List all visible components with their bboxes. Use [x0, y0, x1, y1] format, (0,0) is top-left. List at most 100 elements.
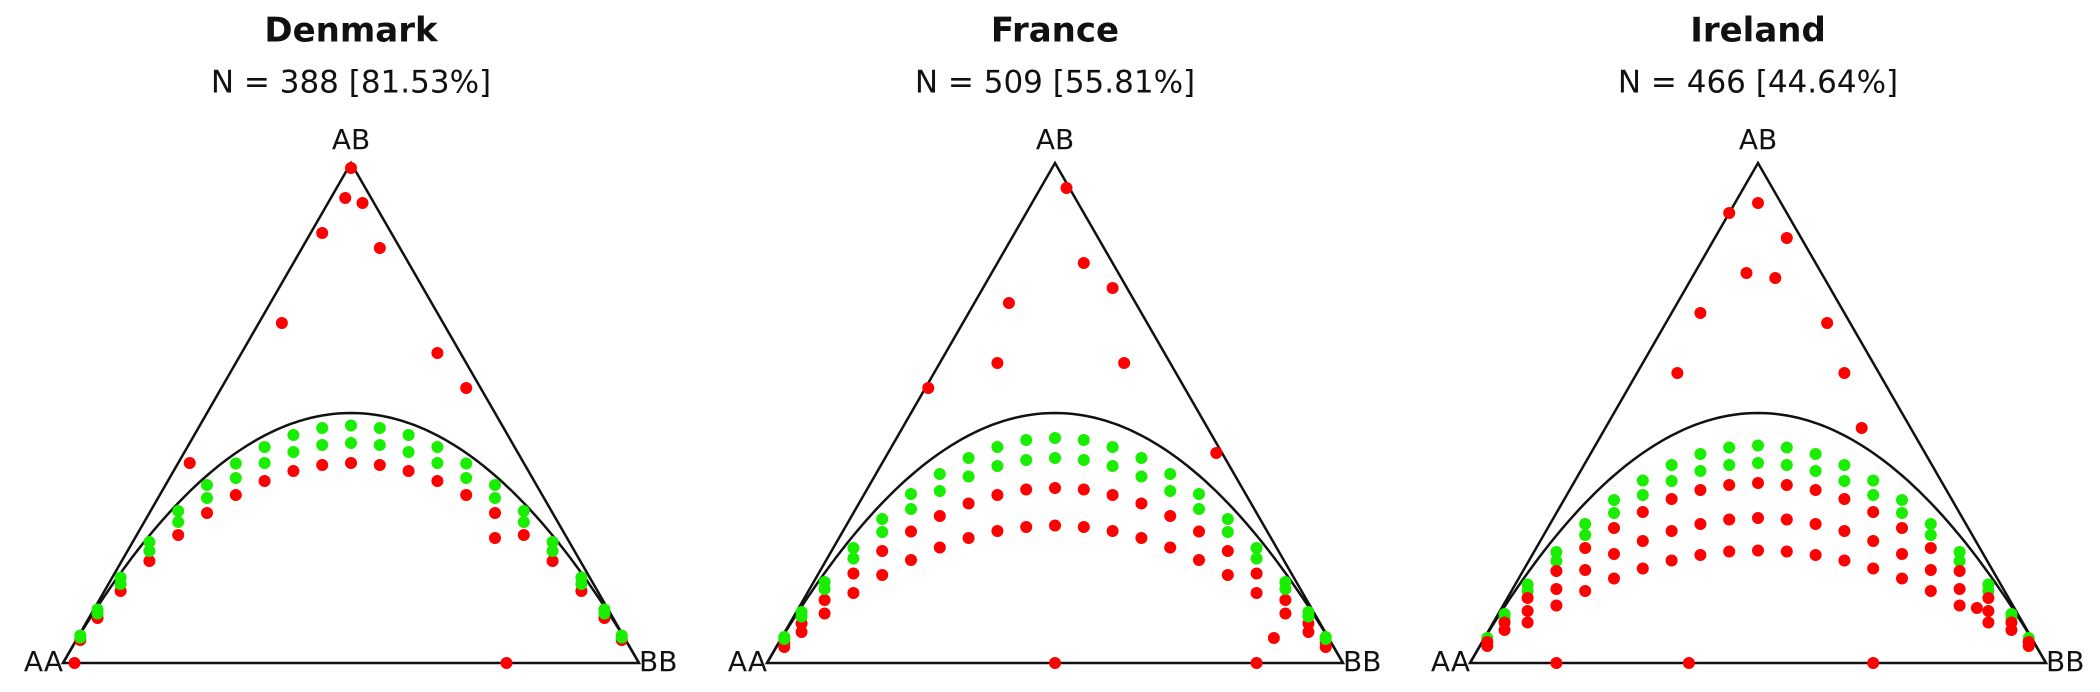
point	[517, 516, 530, 528]
point	[402, 446, 415, 458]
panel-title: Denmark	[264, 11, 439, 51]
point	[143, 555, 156, 567]
point	[287, 465, 300, 477]
point	[460, 472, 473, 484]
point	[847, 587, 860, 599]
point	[275, 317, 288, 329]
point	[1665, 554, 1678, 567]
point	[991, 489, 1004, 501]
point	[905, 503, 917, 515]
point	[229, 457, 242, 470]
point	[1636, 535, 1649, 547]
point	[1279, 594, 1292, 606]
point	[991, 441, 1004, 453]
point	[373, 422, 386, 434]
point	[1164, 468, 1177, 480]
point	[795, 626, 808, 638]
point	[1579, 585, 1592, 597]
point	[1020, 434, 1033, 446]
point	[1020, 483, 1033, 496]
point	[1279, 607, 1292, 620]
point	[1924, 542, 1937, 554]
point	[1106, 460, 1119, 472]
hwe-curve	[765, 411, 1345, 664]
hwe-curve	[61, 411, 641, 664]
point	[1740, 267, 1753, 279]
point	[778, 633, 791, 645]
point	[1809, 448, 1822, 460]
point	[1970, 602, 1983, 614]
point	[316, 422, 329, 434]
panel-title: Ireland	[1690, 11, 1826, 51]
point	[1694, 549, 1707, 561]
point	[201, 492, 213, 504]
point	[1250, 567, 1263, 580]
point	[1665, 525, 1678, 537]
point	[1550, 599, 1563, 612]
point	[517, 529, 530, 541]
point	[991, 357, 1004, 369]
point	[1049, 482, 1061, 494]
point	[1106, 525, 1119, 537]
point	[575, 578, 588, 590]
point	[1809, 465, 1822, 477]
point	[1135, 470, 1148, 483]
point	[922, 382, 935, 394]
panel-subtitle: N = 509 [55.81%]	[915, 65, 1195, 101]
point	[1752, 512, 1764, 524]
point	[991, 460, 1004, 472]
point	[1723, 513, 1736, 526]
point	[818, 607, 831, 620]
point	[962, 532, 975, 544]
point	[373, 439, 386, 451]
point	[1164, 510, 1177, 522]
ternary-panel: France N = 509 [55.81%] AA AB BB	[728, 11, 1382, 679]
point	[1838, 475, 1851, 487]
point	[1723, 441, 1736, 454]
point	[402, 429, 415, 441]
point	[287, 429, 300, 441]
point	[1550, 565, 1563, 577]
point	[1135, 452, 1148, 464]
point	[1579, 529, 1592, 541]
point	[1896, 522, 1908, 534]
point	[1193, 525, 1205, 538]
point	[876, 526, 889, 538]
point	[1221, 526, 1234, 538]
point	[1924, 518, 1937, 530]
point	[1193, 554, 1205, 566]
ternary-panel: Denmark N = 388 [81.53%] AA AB BB	[24, 11, 678, 679]
point	[74, 631, 87, 644]
point	[91, 607, 104, 620]
point	[598, 607, 611, 620]
point	[1210, 447, 1223, 459]
point	[1838, 459, 1851, 471]
point	[1550, 546, 1563, 558]
panel-subtitle: N = 388 [81.53%]	[211, 65, 491, 101]
point	[1924, 529, 1937, 541]
point	[373, 459, 386, 471]
point	[172, 529, 185, 541]
point	[1723, 545, 1736, 558]
point	[1608, 507, 1620, 519]
point	[1106, 282, 1119, 294]
panel-title: France	[991, 11, 1119, 51]
point	[1636, 506, 1649, 518]
point	[1521, 592, 1534, 604]
point	[1723, 459, 1736, 471]
point	[1221, 545, 1234, 557]
point	[2005, 624, 2018, 636]
point	[1250, 657, 1263, 669]
point	[1838, 525, 1851, 537]
point	[1118, 357, 1131, 369]
point	[172, 516, 185, 528]
point	[1982, 605, 1995, 617]
point	[1521, 605, 1534, 617]
point	[1608, 522, 1620, 534]
point	[431, 475, 444, 487]
point	[229, 489, 242, 501]
point	[847, 552, 860, 565]
point	[68, 657, 81, 669]
vertex-label: AA	[24, 645, 63, 678]
point	[1665, 493, 1678, 505]
